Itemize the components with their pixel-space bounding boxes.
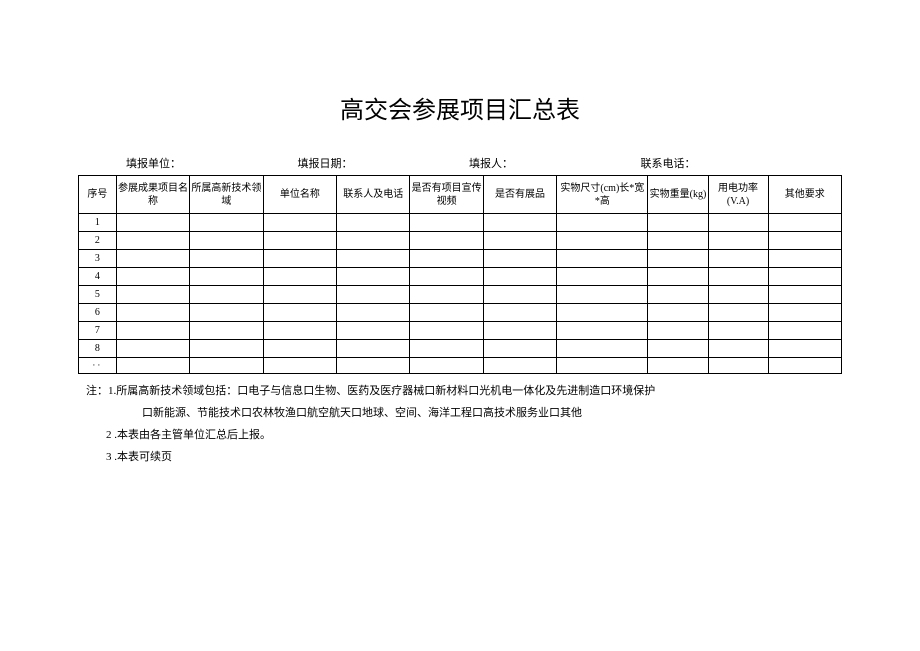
col-header: 联系人及电话 <box>337 176 410 214</box>
table-row: 7 <box>79 322 842 340</box>
col-header: 参展成果项目名称 <box>116 176 189 214</box>
col-header: 实物重量(kg) <box>648 176 708 214</box>
table-row: 8 <box>79 340 842 358</box>
summary-table: 序号 参展成果项目名称 所属高新技术领域 单位名称 联系人及电话 是否有项目宣传… <box>78 175 842 374</box>
row-idx: 5 <box>79 286 117 304</box>
col-header: 是否有项目宣传视频 <box>410 176 483 214</box>
row-dots: ·· <box>79 358 117 374</box>
note-line: 2 .本表由各主管单位汇总后上报。 <box>86 424 842 446</box>
table-row: 1 <box>79 214 842 232</box>
note-line: 口新能源、节能技术口农林牧渔口航空航天口地球、空间、海洋工程口高技术服务业口其他 <box>86 402 842 424</box>
col-header: 序号 <box>79 176 117 214</box>
table-row: 2 <box>79 232 842 250</box>
table-row-continuation: ·· <box>79 358 842 374</box>
row-idx: 8 <box>79 340 117 358</box>
row-idx: 7 <box>79 322 117 340</box>
table-row: 5 <box>79 286 842 304</box>
table-row: 6 <box>79 304 842 322</box>
row-idx: 4 <box>79 268 117 286</box>
info-row: 填报单位： 填报日期： 填报人： 联系电话： <box>78 155 842 171</box>
note-line: 3 .本表可续页 <box>86 446 842 468</box>
row-idx: 3 <box>79 250 117 268</box>
row-idx: 2 <box>79 232 117 250</box>
col-header: 是否有展品 <box>483 176 556 214</box>
info-date: 填报日期： <box>298 155 470 171</box>
col-header: 实物尺寸(cm)长*宽*高 <box>557 176 648 214</box>
info-person: 填报人： <box>469 155 641 171</box>
table-body: 1 2 3 4 5 6 7 8 ·· <box>79 214 842 374</box>
col-header: 其他要求 <box>768 176 841 214</box>
row-idx: 1 <box>79 214 117 232</box>
table-header-row: 序号 参展成果项目名称 所属高新技术领域 单位名称 联系人及电话 是否有项目宣传… <box>79 176 842 214</box>
row-idx: 6 <box>79 304 117 322</box>
col-header: 用电功率(V.A) <box>708 176 768 214</box>
table-row: 3 <box>79 250 842 268</box>
col-header: 所属高新技术领域 <box>190 176 263 214</box>
info-unit: 填报单位： <box>126 155 298 171</box>
table-row: 4 <box>79 268 842 286</box>
col-header: 单位名称 <box>263 176 336 214</box>
notes-section: 注：1.所属高新技术领域包括：口电子与信息口生物、医药及医疗器械口新材料口光机电… <box>78 380 842 468</box>
note-line: 注：1.所属高新技术领域包括：口电子与信息口生物、医药及医疗器械口新材料口光机电… <box>86 380 842 402</box>
info-phone: 联系电话： <box>641 155 813 171</box>
page-title: 高交会参展项目汇总表 <box>78 90 842 125</box>
